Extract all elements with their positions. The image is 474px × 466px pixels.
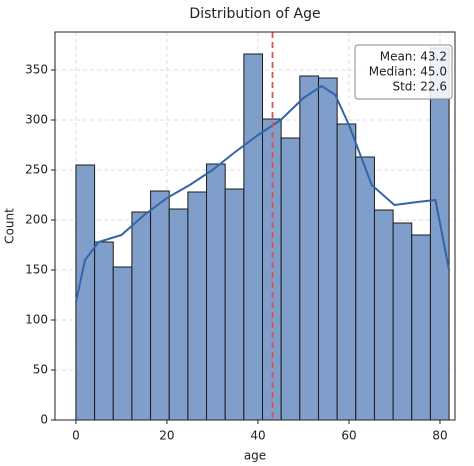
x-tick-label: 40 (250, 429, 265, 443)
y-tick-label: 250 (25, 163, 48, 177)
bar (94, 241, 114, 421)
y-tick-label: 300 (25, 113, 48, 127)
x-tick-label: 0 (72, 429, 80, 443)
y-tick-label: 150 (25, 263, 48, 277)
y-tick-label: 50 (33, 363, 48, 377)
y-tick-label: 200 (25, 213, 48, 227)
stats-text: Std: 22.6 (392, 80, 447, 94)
bar (429, 47, 450, 421)
bar (224, 188, 245, 421)
bar (280, 137, 301, 421)
chart-title: Distribution of Age (189, 6, 320, 22)
y-tick-label: 350 (25, 63, 48, 77)
x-tick-label: 80 (432, 429, 447, 443)
bar (317, 77, 338, 421)
bar (187, 191, 208, 421)
stats-box (354, 44, 453, 100)
bar (131, 211, 152, 421)
y-tick-label: 100 (25, 313, 48, 327)
bar (150, 190, 170, 421)
y-axis-label: Count (3, 208, 17, 244)
x-tick-label: 20 (159, 429, 174, 443)
bar (168, 208, 189, 421)
kde-line (74, 85, 451, 303)
bar (355, 156, 375, 421)
bar (411, 234, 431, 421)
bar (112, 266, 133, 421)
bar (336, 123, 357, 421)
stats-text: Median: 45.0 (369, 65, 447, 79)
x-tick-label: 60 (341, 429, 356, 443)
bar (392, 222, 413, 421)
bar (243, 53, 264, 421)
y-tick-label: 0 (40, 413, 48, 427)
x-axis-label: age (244, 449, 266, 463)
stats-text: Mean: 43.2 (380, 50, 447, 64)
axes-frame (54, 31, 456, 421)
bar (299, 75, 319, 421)
bar (373, 209, 394, 421)
bar (206, 163, 226, 421)
